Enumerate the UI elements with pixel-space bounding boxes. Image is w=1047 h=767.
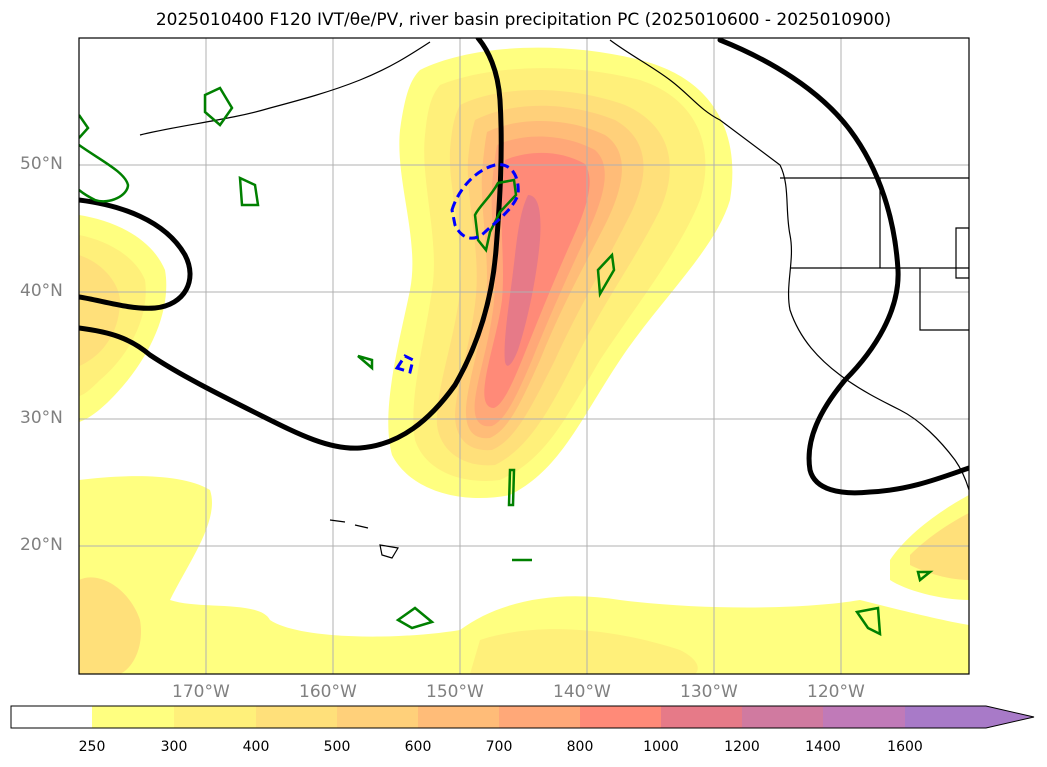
colorbar-tick-label: 500 [323, 739, 351, 755]
colorbar-tick-label: 700 [485, 739, 513, 755]
colorbar-tick-label: 1200 [724, 739, 760, 755]
colorbar-tick-label: 1400 [805, 739, 841, 755]
colorbar-tick-label: 400 [242, 739, 270, 755]
lat-label: 30°N [20, 408, 63, 428]
colorbar-tick-label: 600 [404, 739, 432, 755]
colorbar-swatch-4 [337, 706, 418, 728]
colorbar-tick-label: 1600 [887, 739, 923, 755]
pv-contours [394, 163, 520, 374]
colorbar-tick-label: 800 [566, 739, 594, 755]
lat-label: 20°N [20, 535, 63, 555]
lon-label: 160°W [299, 682, 357, 702]
lat-label: 50°N [20, 154, 63, 174]
map-border [78, 37, 970, 675]
colorbar-swatch-3 [256, 706, 337, 728]
colorbar-extend-arrow [905, 706, 1034, 728]
lon-label: 140°W [553, 682, 611, 702]
colorbar-swatch-10 [823, 706, 905, 728]
ivt-fill-west [79, 215, 167, 422]
theta-e-contours [79, 86, 934, 637]
graticule [79, 38, 969, 674]
colorbar-tick-label: 1000 [643, 739, 679, 755]
coastlines [139, 39, 969, 559]
colorbar-swatch-6 [499, 706, 580, 728]
ivt-contours [79, 38, 969, 496]
map-title: 2025010400 F120 IVT/θe/PV, river basin p… [155, 10, 892, 30]
colorbar-swatch-0 [11, 706, 92, 728]
colorbar-tick-label: 250 [78, 739, 106, 755]
colorbar [10, 705, 1035, 729]
colorbar-swatch-2 [174, 706, 256, 728]
ivt-fill-plume [388, 47, 733, 499]
colorbar-swatch-7 [580, 706, 661, 728]
colorbar-tick-label: 300 [160, 739, 188, 755]
colorbar-swatch-8 [661, 706, 742, 728]
lon-label: 130°W [680, 682, 738, 702]
lon-label: 150°W [426, 682, 484, 702]
lon-label: 120°W [807, 682, 865, 702]
lon-label: 170°W [172, 682, 230, 702]
colorbar-swatch-9 [742, 706, 823, 728]
colorbar-swatch-5 [418, 706, 499, 728]
colorbar-swatch-1 [92, 706, 174, 728]
lat-label: 40°N [20, 281, 63, 301]
